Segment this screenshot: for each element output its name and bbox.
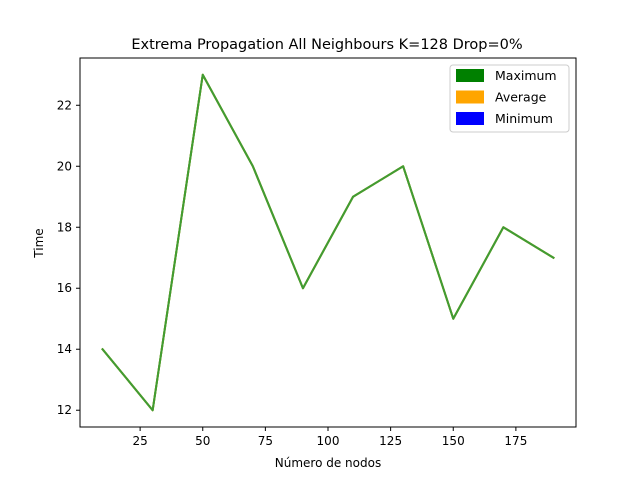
x-tick-label: 25 [132, 434, 147, 448]
series-lines [101, 73, 555, 412]
legend-label-maximum: Maximum [495, 68, 557, 83]
y-tick-label: 20 [57, 159, 72, 173]
chart-title: Extrema Propagation All Neighbours K=128… [131, 37, 522, 53]
x-tick-label: 50 [195, 434, 210, 448]
plot-frame [79, 57, 577, 428]
x-tick-label: 100 [317, 434, 340, 448]
series-line-minimum [101, 73, 555, 412]
x-tick-label: 175 [504, 434, 527, 448]
y-tick-label: 12 [57, 403, 72, 417]
legend-label-average: Average [495, 90, 547, 105]
y-tick-label: 18 [57, 220, 72, 234]
legend-swatch-minimum [456, 112, 484, 125]
x-axis-label: Número de nodos [275, 456, 381, 470]
y-tick-label: 16 [57, 281, 72, 295]
legend-label-minimum: Minimum [495, 111, 553, 126]
y-tick-label: 14 [57, 342, 72, 356]
y-tick-label: 22 [57, 98, 72, 112]
legend-swatch-average [456, 90, 484, 104]
legend: Maximum Average Minimum [449, 64, 570, 133]
legend-swatch-maximum [456, 69, 484, 82]
y-axis-label: Time [32, 228, 46, 258]
x-tick-label: 125 [379, 434, 402, 448]
x-axis-ticks: 25 50 75 100 125 150 175 [132, 427, 527, 448]
x-tick-label: 75 [258, 434, 273, 448]
y-axis-ticks: 12 14 16 18 20 22 [57, 98, 80, 417]
x-tick-label: 150 [442, 434, 465, 448]
